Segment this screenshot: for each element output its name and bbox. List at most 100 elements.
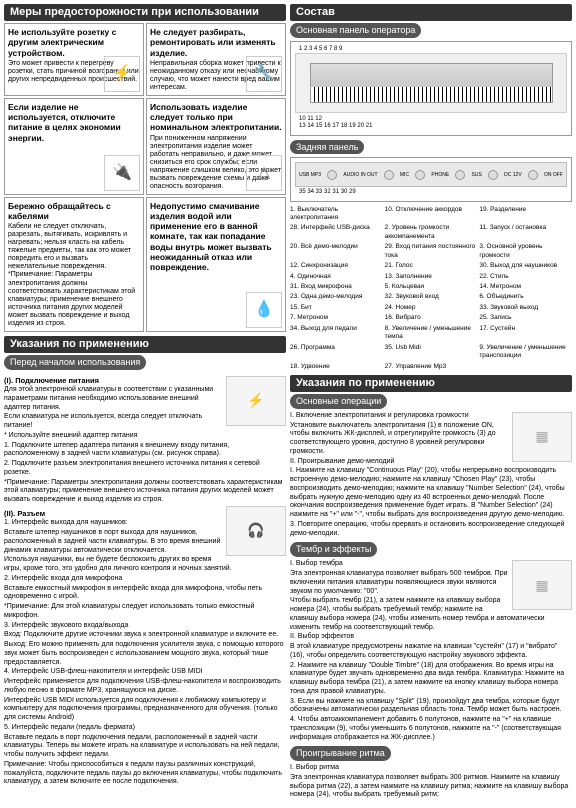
inst-line: I. Нажмите на клавишу "Continuous Play" … (290, 467, 572, 520)
inst-line: Интерфейс применяется для подключения US… (4, 678, 286, 696)
warn-title: Если изделие не используется, отключите … (8, 102, 140, 143)
warn-cell: Не используйте розетку с другим электрич… (4, 23, 144, 96)
inst-line: *Примечание: Для этой клавиатуры следует… (4, 603, 286, 621)
basic-ops-subheader: Основные операции (290, 394, 387, 409)
inst-line: 3. Интерфейс звукового входа/выхода (4, 622, 286, 631)
water-icon: 💧 (246, 292, 282, 328)
port-icon (415, 170, 425, 180)
legend-item: 9. Увеличение / уменьшение транспозиции (479, 344, 572, 361)
legend-item: 3. Основной уровень громкости (479, 243, 572, 260)
keyboard-panel-image (295, 53, 567, 113)
port-label: PHONE (431, 172, 449, 178)
tool-icon: 🔧 (246, 56, 282, 92)
inst-line: Вставьте емкостный микрофон в интерфейс … (4, 585, 286, 603)
inst-line: Вставьте педаль в порт подключения педал… (4, 734, 286, 760)
inst-line: II. Выбор эффектов (290, 633, 572, 642)
warn-title: Недопустимо смачивание изделия водой или… (150, 201, 282, 272)
inst-line: Используя наушники, вы не будете беспоко… (4, 556, 286, 574)
port-label: ON OFF (544, 172, 563, 178)
port-icon (384, 170, 394, 180)
legend-item: 29. Вход питания постоянного тока (385, 243, 478, 260)
warn-title: Использовать изделие следует только при … (150, 102, 282, 133)
power-diagram-icon: ⚡ (226, 376, 286, 426)
inst-line: 2. Подключите разъем электропитания внеш… (4, 460, 286, 478)
legend-item: 33. Звуковой выход (479, 304, 572, 312)
legend-item: 23. Одна демо-мелодия (290, 293, 383, 301)
keys-diagram-icon: ▦ (512, 560, 572, 610)
legend-item: 6. Объединить (479, 293, 572, 301)
main-panel-diagram: 1 2 3 4 5 6 7 8 9 10 11 12 13 14 15 16 1… (290, 41, 572, 136)
warn-cell: Не следует разбирать, ремонтировать или … (146, 23, 286, 96)
components-header: Состав (290, 4, 572, 21)
keys-diagram-icon: ▦ (512, 412, 572, 462)
warn-text: Кабели не следует отключать, разрезать, … (8, 223, 140, 328)
legend-item: 13. Заполнение (385, 273, 478, 281)
port-icon (327, 170, 337, 180)
instructions-header-right: Указания по применению (290, 375, 572, 392)
inst-line: 3. Если вы нажмете на клавишу "Split" (1… (290, 698, 572, 716)
warn-title: Не следует разбирать, ремонтировать или … (150, 27, 282, 58)
legend-item: 2. Уровень громкости аккомпанемента (385, 224, 478, 241)
inst-line: Вход: Подключите другие источники звука … (4, 631, 286, 640)
port-icon (528, 170, 538, 180)
instruction-section: I. Выбор ритма Эта электронная клавиатур… (290, 764, 572, 800)
inst-line: 2. Интерфейс входа для микрофона (4, 575, 286, 584)
legend-item: 21. Голос (385, 262, 478, 270)
inst-line: 4. Чтобы автоаккомпанемент добавить 6 по… (290, 716, 572, 742)
legend-item: 30. Выход для наушников (479, 262, 572, 270)
timbre-subheader: Тембр и эффекты (290, 542, 377, 557)
legend-item: 4. Одиночная (290, 273, 383, 281)
legend-item: 1. Выключатель электропитания (290, 206, 383, 223)
legend-item: 19. Разделение (479, 206, 572, 223)
port-icon (488, 170, 498, 180)
rear-ports-strip: USB MP3 AUDIO IN OUT MIC PHONE SUS DC 12… (295, 162, 567, 187)
legend-item: 8. Увеличение / уменьшение темпа (385, 325, 478, 342)
warnings-grid: Не используйте розетку с другим электрич… (4, 23, 286, 332)
legend-item: 20. Всё демо-мелодии (290, 243, 383, 260)
warn-title: Не используйте розетку с другим электрич… (8, 27, 140, 58)
inst-line: 1. Подключите штепер адаптера питания к … (4, 442, 286, 460)
instruction-section: ⚡ (I). Подключение питания Для этой элек… (4, 376, 286, 787)
inst-line: *Примечание: Параметры электропитания до… (4, 479, 286, 505)
legend-item: 12. Синхронизация (290, 262, 383, 270)
inst-line: 2. Нажмите на клавишу "Double Timbre" (1… (290, 662, 572, 697)
instruction-section: ▦ I. Включение электропитания и регулиро… (290, 412, 572, 539)
rear-numbers: 35 34 33 32 31 30 29 (295, 189, 567, 196)
legend-item: 24. Номер (385, 304, 478, 312)
panel-numbers-top: 1 2 3 4 5 6 7 8 9 (295, 46, 567, 53)
inst-line: Выход: Его можно применять для подключен… (4, 641, 286, 667)
inst-line: 4. Интерфейс USB-флеш-накопителя и интер… (4, 668, 286, 677)
legend-item: 7. Метроном (290, 314, 383, 322)
legend-item: 27. Управление Mp3 (385, 363, 478, 371)
rhythm-subheader: Проигрывание ритма (290, 746, 391, 761)
port-icon (455, 170, 465, 180)
legend-item: 18. Удвоение (290, 363, 383, 371)
port-label: SUS (472, 172, 482, 178)
instructions-header-left: Указания по применению (4, 336, 286, 353)
legend-item: 14. Метроном (479, 283, 572, 291)
port-label: DC 12V (504, 172, 522, 178)
port-label: MIC (400, 172, 409, 178)
warn-cell: Если изделие не используется, отключите … (4, 98, 144, 195)
legend-item: 28. Интерфейс USB-диска (290, 224, 383, 241)
panel-numbers-bot: 13 14 15 16 17 18 19 20 21 (295, 123, 567, 130)
inst-line: Интерфейс USB MIDI используется для подк… (4, 697, 286, 723)
before-use-subheader: Перед началом использования (4, 355, 146, 370)
legend-item: 22. Стиль (479, 273, 572, 281)
warn-title: Бережно обращайтесь с кабелями (8, 201, 140, 221)
outlet-icon: ⚡ (104, 56, 140, 92)
inst-line: * Используйте внешний адаптер питания (4, 432, 286, 441)
legend-item: 25. Запись (479, 314, 572, 322)
warn-cell: Недопустимо смачивание изделия водой или… (146, 197, 286, 332)
inst-line: 5. Интерфейс педали (педаль фермата) (4, 724, 286, 733)
instruction-section: ▦ I. Выбор тембра Эта электронная клавиа… (290, 560, 572, 742)
legend-item: 5. Кольцевая (385, 283, 478, 291)
legend-item: 35. Usb Midi (385, 344, 478, 361)
legend-item: 11. Запуск / остановка (479, 224, 572, 241)
main-panel-subheader: Основная панель оператора (290, 23, 421, 38)
port-label: AUDIO IN OUT (343, 172, 377, 178)
legend-item: 15. Бит (290, 304, 383, 312)
headphone-diagram-icon: 🎧 (226, 506, 286, 556)
legend-item: 16. Вибрато (385, 314, 478, 322)
legend-item: 10. Отключение аккордов (385, 206, 478, 223)
